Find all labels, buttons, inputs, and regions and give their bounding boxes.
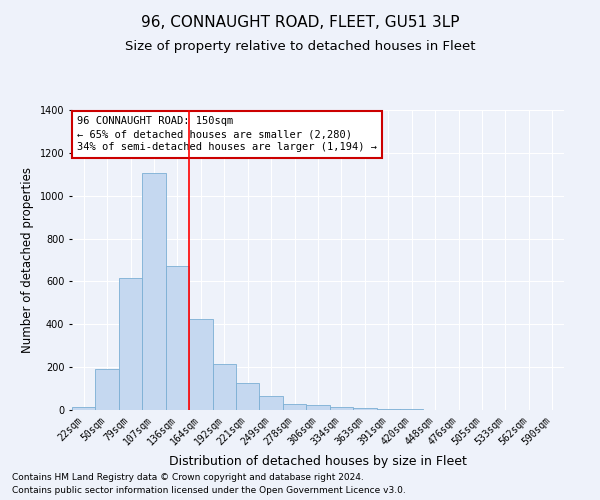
Y-axis label: Number of detached properties: Number of detached properties	[21, 167, 34, 353]
Bar	[353, 408, 377, 410]
Bar	[119, 278, 142, 410]
Text: 96 CONNAUGHT ROAD: 150sqm
← 65% of detached houses are smaller (2,280)
34% of se: 96 CONNAUGHT ROAD: 150sqm ← 65% of detac…	[77, 116, 377, 152]
Bar	[259, 396, 283, 410]
Text: Contains public sector information licensed under the Open Government Licence v3: Contains public sector information licen…	[12, 486, 406, 495]
Bar	[212, 364, 236, 410]
Text: Contains HM Land Registry data © Crown copyright and database right 2024.: Contains HM Land Registry data © Crown c…	[12, 474, 364, 482]
Text: 96, CONNAUGHT ROAD, FLEET, GU51 3LP: 96, CONNAUGHT ROAD, FLEET, GU51 3LP	[141, 15, 459, 30]
Bar	[95, 370, 119, 410]
Text: Size of property relative to detached houses in Fleet: Size of property relative to detached ho…	[125, 40, 475, 53]
X-axis label: Distribution of detached houses by size in Fleet: Distribution of detached houses by size …	[169, 455, 467, 468]
Bar	[166, 266, 189, 410]
Bar	[142, 173, 166, 410]
Bar	[236, 383, 259, 410]
Bar	[283, 404, 306, 410]
Bar	[72, 407, 95, 410]
Bar	[377, 409, 400, 410]
Bar	[306, 406, 330, 410]
Bar	[330, 407, 353, 410]
Bar	[189, 319, 212, 410]
